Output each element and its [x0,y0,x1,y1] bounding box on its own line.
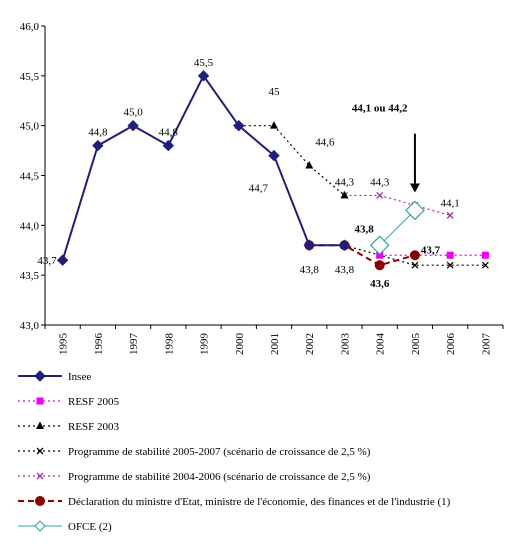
series-line [61,73,345,261]
annotations: 43,7 44,8 45,0 44,8 45,5 45 44,6 44,7 44,3 44,3 44… [37,57,459,290]
x-tick-label: 1999 [199,333,211,356]
legend-item-3: Programme de stabilité 2005-2007 (scénar… [18,446,371,458]
legend-item-2: RESF 2003 [18,421,120,433]
data-point [268,149,280,162]
legend-item-6: OFCE (2) [18,520,112,533]
x-tick-label: 2005 [410,333,422,356]
series-0 [56,70,351,266]
legend-label: OFCE (2) [68,521,112,533]
data-label: 44,6 [315,137,335,149]
legend-item-1: RESF 2005 [18,396,120,408]
series-6 [369,200,425,256]
series-4 [341,191,454,219]
x-tick-label: 1996 [93,333,105,356]
axes: 43,0 43,5 44,0 44,5 45,0 45,5 46,0 1995 1996 1997… [20,21,504,356]
y-tick-label: 44,5 [20,171,40,183]
x-tick-label: 1995 [58,333,70,356]
legend-item-5: Déclaration du ministre d'Etat, ministre… [18,496,451,508]
data-label: 43,8 [354,223,374,235]
data-label: 44,1 ou 44,2 [352,103,408,115]
legend-label: Déclaration du ministre d'Etat, ministre… [68,496,451,508]
data-point [303,239,315,251]
series-line [309,244,416,267]
x-tick-label: 2003 [339,333,351,356]
legend-marker [36,397,44,405]
y-tick-label: 44,0 [20,220,40,232]
y-tick-label: 43,5 [20,270,40,282]
data-label: 43,7 [421,244,441,256]
data-point [405,200,425,221]
data-point [127,119,139,132]
x-tick-label: 2002 [304,333,316,355]
x-tick-label: 1997 [128,333,140,356]
legend-label: Programme de stabilité 2004-2006 (scénar… [68,471,371,483]
data-label: 44,1 [441,197,460,209]
legend-item-0: Insee [18,370,91,383]
data-point [56,254,69,266]
x-tick-label: 2001 [269,333,281,355]
legend-marker [36,472,44,480]
legend-marker [34,520,46,532]
legend-label: Programme de stabilité 2005-2007 (scénar… [68,446,371,458]
data-point [305,161,314,169]
data-point [376,251,384,259]
series-line [238,125,345,196]
data-point [376,191,384,199]
data-point [411,261,419,269]
legend-label: RESF 2005 [68,396,120,408]
legend-label: RESF 2003 [68,421,120,433]
y-tick-label: 46,0 [20,21,40,33]
legend-label: Insee [68,371,91,383]
data-point [233,119,245,132]
series-line [379,210,416,246]
x-tick-label: 2006 [445,333,457,356]
data-label: 43,8 [335,264,355,276]
legend-marker [36,421,44,429]
x-tick-label: 2004 [375,333,387,356]
data-label: 44,7 [249,182,269,194]
data-label: 43,7 [37,255,57,267]
x-tick-label: 2007 [480,333,492,356]
legend: Insee RESF 2005 RESF 2003 Programme de stab… [18,370,451,533]
data-point [338,239,351,251]
legend-marker [36,447,44,455]
legend-marker [34,370,46,382]
data-point [446,211,454,219]
data-label: 45 [269,86,281,98]
data-point [162,139,175,152]
data-point [409,250,420,261]
legend-item-4: Programme de stabilité 2004-2006 (scénar… [18,471,371,483]
data-point [481,261,489,269]
data-point [270,121,278,129]
x-tick-label: 1998 [163,333,175,356]
y-tick-label: 45,0 [20,121,40,133]
data-point [446,251,454,259]
data-point [446,261,454,269]
arrow-head [409,183,420,193]
y-tick-label: 45,5 [20,71,40,83]
data-point [374,260,385,271]
data-label: 44,3 [335,176,355,188]
data-label: 45,5 [194,57,214,69]
data-point [197,70,210,82]
data-point [481,251,489,259]
data-point [369,235,390,256]
legend-marker [35,496,45,506]
data-label: 43,8 [300,264,320,276]
series-layer [56,70,489,271]
data-label: 44,8 [159,127,179,139]
data-label: 43,6 [370,278,390,290]
data-point [92,139,104,152]
series-line [344,194,451,216]
data-label: 45,0 [123,107,143,119]
data-point [340,190,349,199]
x-tick-label: 2000 [234,333,246,356]
y-tick-label: 43,0 [20,320,40,332]
data-label: 44,3 [370,176,390,188]
series-line [344,244,486,266]
data-label: 44,8 [88,127,108,139]
